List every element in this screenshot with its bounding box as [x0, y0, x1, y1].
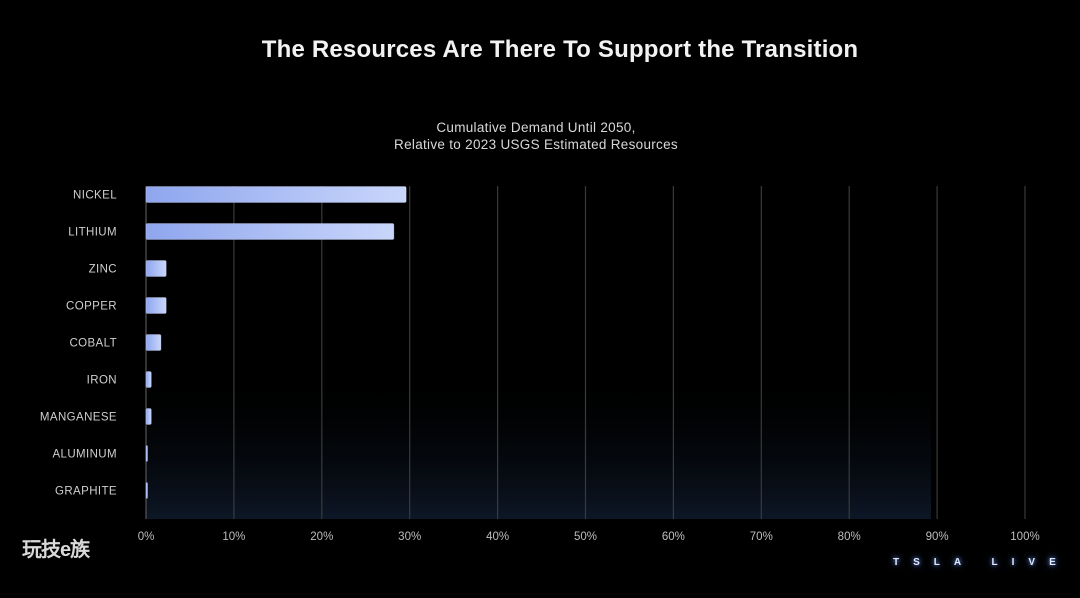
category-label-zinc: ZINC [89, 264, 117, 276]
x-tick-label: 20% [310, 531, 333, 543]
chart-subtitle-line-1: Cumulative Demand Until 2050, [436, 120, 636, 135]
category-label-graphite: GRAPHITE [55, 486, 117, 498]
x-tick-label: 60% [662, 531, 685, 543]
x-tick-label: 30% [398, 531, 421, 543]
chart-subtitle-line-2: Relative to 2023 USGS Estimated Resource… [394, 137, 678, 152]
category-label-aluminum: ALUMINUM [52, 449, 117, 461]
bar-graphite [145, 482, 148, 499]
x-tick-labels: 0% 10% 20% 30% 40% 50% 60% 70% 80% 90% 100% [138, 531, 1040, 543]
category-label-copper: COPPER [66, 301, 117, 313]
category-labels: NICKEL LITHIUM ZINC COPPER COBALT IRON MANGANE… [40, 190, 117, 498]
x-tick-label: 10% [222, 531, 245, 543]
x-tick-label: 40% [486, 531, 509, 543]
bar-manganese [145, 408, 152, 425]
bar-zinc [145, 260, 167, 277]
category-label-cobalt: COBALT [69, 338, 117, 350]
category-label-lithium: LITHIUM [68, 227, 117, 239]
bars [145, 186, 407, 499]
chart-subtitle: Cumulative Demand Until 2050, Relative t… [0, 119, 1072, 153]
brand-logo: TSLA LIVE [893, 557, 1070, 568]
x-tick-label: 90% [926, 531, 949, 543]
bar-aluminum [145, 445, 148, 462]
bar-lithium [145, 223, 395, 240]
x-tick-label: 100% [1010, 531, 1039, 543]
category-label-nickel: NICKEL [73, 190, 117, 202]
x-tick-label: 70% [750, 531, 773, 543]
x-tick-label: 80% [838, 531, 861, 543]
x-tick-label: 0% [138, 531, 155, 543]
category-label-manganese: MANGANESE [40, 412, 117, 424]
watermark-logo: 玩技e族 [22, 539, 90, 561]
x-tick-label: 50% [574, 531, 597, 543]
bar-nickel [145, 186, 407, 203]
bar-copper [145, 297, 167, 314]
gridlines [145, 186, 1026, 519]
plot-background-glow [146, 370, 931, 519]
category-label-iron: IRON [87, 375, 117, 387]
slide-title: The Resources Are There To Support the T… [261, 36, 859, 63]
bar-iron [145, 371, 152, 388]
bar-cobalt [145, 334, 162, 351]
